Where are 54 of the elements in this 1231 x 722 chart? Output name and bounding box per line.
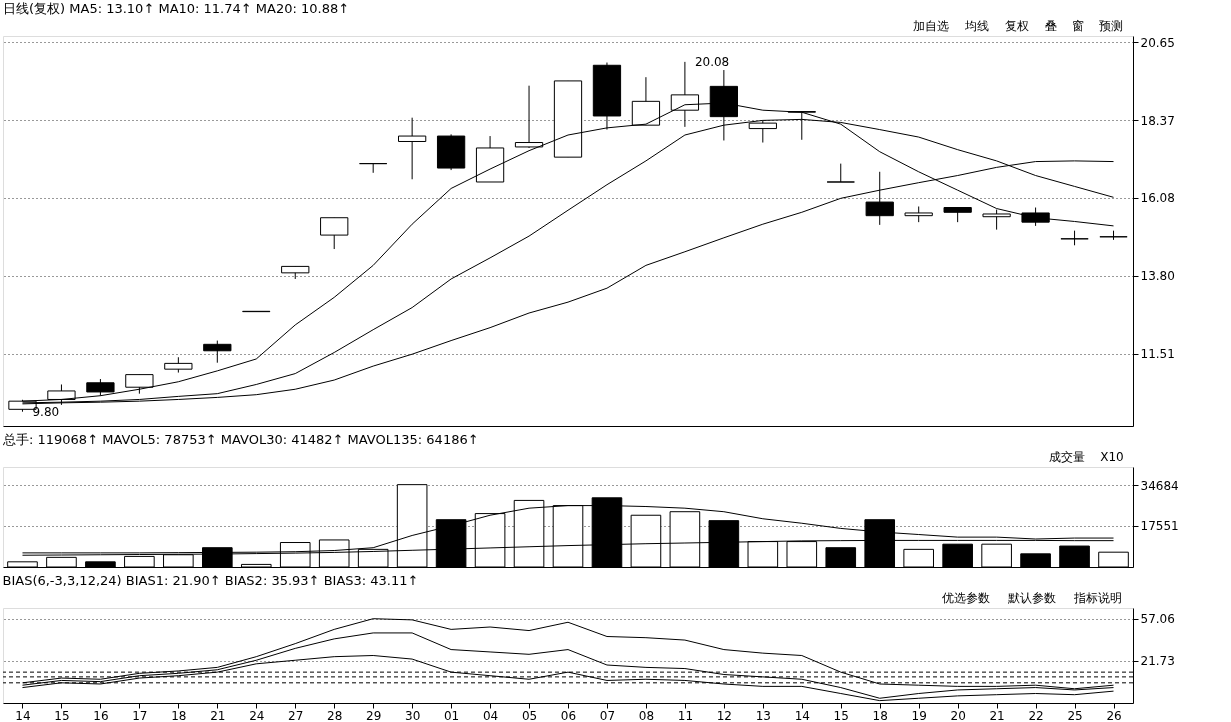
x-tick-label: 27 [288, 708, 304, 722]
text: 成交量 [1048, 450, 1085, 464]
annotation: 9.80 [32, 404, 60, 419]
y-tick-label: 11.51 [1140, 347, 1175, 362]
text: 优选参数 [942, 591, 990, 605]
text: 默认参数 [1007, 591, 1056, 605]
x-tick-label: 13 [755, 708, 771, 722]
x-tick-label: 21 [989, 708, 1005, 722]
x-tick-label: 08 [638, 708, 655, 722]
x-tick-label: 06 [560, 708, 577, 722]
y-tick-label: 57.06 [1140, 612, 1175, 627]
y-tick-label: 20.65 [1140, 35, 1175, 50]
x-tick-label: 14 [794, 708, 810, 722]
x-tick-label: 12 [716, 708, 732, 722]
x-tick-label: 15 [54, 708, 70, 722]
chart-title: 日线(复权) MA5: 13.10↑ MA10: 11.74↑ MA20: 10.88↑ [3, 1, 350, 16]
x-tick-label: 05 [521, 708, 538, 722]
text: X10 [1100, 450, 1124, 464]
x-tick-label: 21 [210, 708, 226, 722]
x-tick-label: 19 [911, 708, 927, 722]
x-tick-label: 30 [405, 708, 421, 722]
text: 叠 [1044, 19, 1057, 33]
x-tick-label: 07 [599, 708, 616, 722]
y-tick-label: 34684 [1140, 478, 1179, 493]
y-tick-label: 21.73 [1140, 654, 1175, 669]
x-tick-label: 16 [93, 708, 109, 722]
x-tick-label: 22 [1028, 708, 1044, 722]
x-tick-label: 18 [171, 708, 187, 722]
text: 均线 [964, 19, 989, 33]
y-tick-label: 17551 [1140, 519, 1179, 534]
x-tick-label: 25 [1067, 708, 1083, 722]
x-tick-label: 04 [482, 708, 499, 722]
x-tick-label: 26 [1106, 708, 1122, 722]
x-tick-label: 01 [443, 708, 460, 722]
x-tick-label: 29 [366, 708, 382, 722]
annotation: 20.08 [694, 54, 730, 69]
text: 窗 [1071, 19, 1084, 33]
x-tick-label: 17 [132, 708, 148, 722]
text: 预测 [1099, 19, 1123, 33]
text: 复权 [1005, 19, 1029, 33]
chart-title: 总手: 119068↑ MAVOL5: 78753↑ MAVOL30: 41482↑ MAVOL135: 64186↑ [2, 432, 479, 447]
x-tick-label: 20 [950, 708, 966, 722]
y-tick-label: 16.08 [1140, 191, 1175, 206]
y-tick-label: 13.80 [1140, 269, 1175, 284]
x-tick-label: 11 [677, 708, 694, 722]
x-tick-label: 15 [833, 708, 849, 722]
chart-title: BIAS(6,-3,3,12,24) BIAS1: 21.90↑ BIAS2: 35.93↑ BIAS3: 43.11↑ [2, 573, 419, 588]
x-tick-label: 28 [327, 708, 343, 722]
y-tick-label: 18.37 [1140, 113, 1175, 128]
x-tick-label: 14 [15, 708, 31, 722]
x-tick-label: 18 [872, 708, 888, 722]
text: 加自选 [912, 19, 949, 33]
x-tick-label: 24 [249, 708, 265, 722]
text: 指标说明 [1073, 591, 1122, 605]
